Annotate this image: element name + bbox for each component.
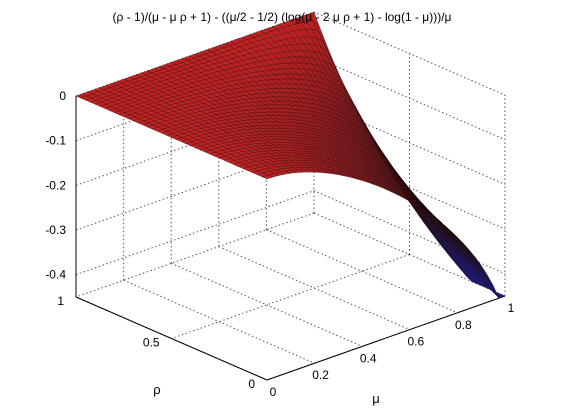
ticks-layer: 0 0.2 0.4 0.6 0.8 1 0 0.5 1 0 -0.1 -0.2 -0.3 -0.4 [45,89,514,399]
chart-title: (ρ - 1)/(μ - μ ρ + 1) - ((μ/2 - 1/2) (lo… [113,10,452,24]
x-axis-line [266,295,506,381]
x-tick-label: 0 [270,385,277,399]
x-tick-label: 1 [508,301,515,315]
surface-layer [75,11,506,299]
z-tick-label: -0.4 [45,268,66,282]
x-tick-label: 0.2 [312,368,329,382]
y-axis-title: ρ [153,382,160,397]
x-tick-label: 0.6 [407,335,424,349]
grid-line [123,279,315,364]
grid-line [75,212,315,298]
grid-line [171,262,363,347]
grid-line [171,254,410,339]
surface-patch [261,174,274,180]
x-tick-label: 0.4 [360,351,377,365]
y-tick-label: 1 [57,294,64,308]
grid-line [75,190,506,276]
z-tick-label: -0.1 [45,134,66,148]
y-tick-label: 0 [248,377,255,391]
y-tick-label: 0.5 [143,336,160,350]
x-axis-title: μ [372,391,380,406]
z-tick-label: -0.3 [45,223,66,237]
axes-layer [75,96,506,381]
y-axis-line [75,296,268,381]
z-tick-label: 0 [59,89,66,103]
z-tick-label: -0.2 [45,178,66,192]
grid-line [266,229,458,314]
x-tick-label: 0.8 [455,318,472,332]
